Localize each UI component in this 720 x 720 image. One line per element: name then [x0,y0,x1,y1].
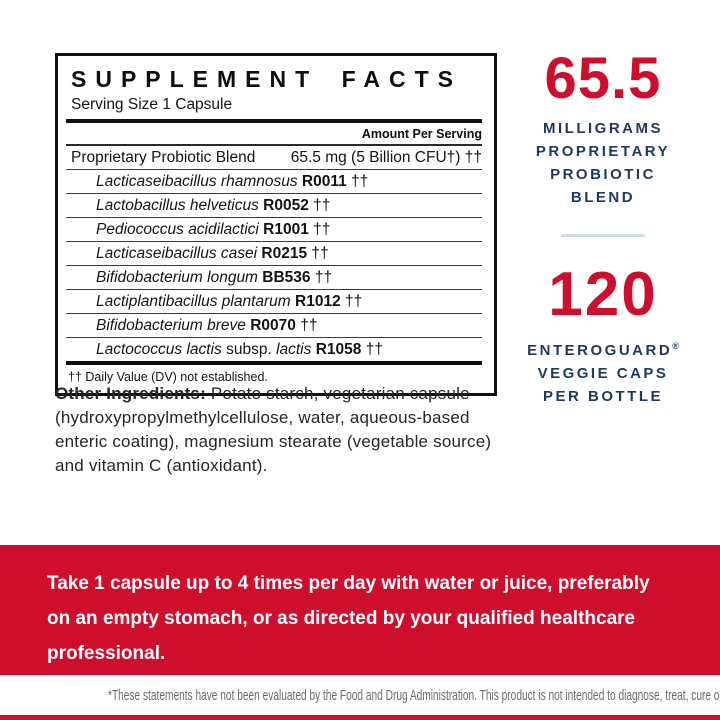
highlight-column: 65.5 MILLIGRAMS PROPRIETARY PROBIOTIC BL… [517,50,689,408]
caption-line: PROPRIETARY [535,143,671,160]
brand-name: ENTEROGUARD [527,342,673,359]
strain-row: Pediococcus acidilactici R1001 †† [66,217,482,241]
serving-size: Serving Size 1 Capsule [71,96,233,113]
caption-line: PROBIOTIC [550,166,656,183]
directions-line: on an empty stomach, or as directed by y… [47,608,636,629]
capsule-count-caption: ENTEROGUARD® VEGGIE CAPS PER BOTTLE [517,335,689,408]
blend-amount: 65.5 mg (5 Billion CFU†) †† [290,149,482,166]
directions-banner: Take 1 capsule up to 4 times per day wit… [0,545,720,675]
caption-line: VEGGIE CAPS [537,365,669,382]
dv-footnote: †† Daily Value (DV) not established. [68,370,268,384]
strain-row: Lacticaseibacillus casei R0215 †† [66,241,482,265]
milligrams-value: 65.5 [544,46,662,111]
bottom-red-bar [0,715,720,720]
strain-row: Lactococcus lactis subsp. lactis R1058 †… [66,337,482,361]
rule-thick-bottom [66,361,482,365]
fda-disclaimer: *These statements have not been evaluate… [108,688,720,704]
capsule-count-value: 120 [548,260,658,329]
supplement-facts-title: SUPPLEMENT FACTS [71,66,462,92]
supplement-facts-panel: SUPPLEMENT FACTS Serving Size 1 Capsule … [55,53,497,396]
strain-row: Bifidobacterium longum BB536 †† [66,265,482,289]
caption-line: MILLIGRAMS [543,120,663,137]
rule-thick-top [66,119,482,123]
strain-row: Bifidobacterium breve R0070 †† [66,313,482,337]
directions-text: Take 1 capsule up to 4 times per day wit… [0,545,720,671]
milligrams-caption: MILLIGRAMS PROPRIETARY PROBIOTIC BLEND [517,117,689,209]
blend-row: Proprietary Probiotic Blend 65.5 mg (5 B… [66,146,482,169]
strain-list: Lacticaseibacillus rhamnosus R0011 †† Lac… [66,169,482,361]
other-ingredients-text: Potato starch, vegetarian capsule (hydro… [55,384,492,475]
section-divider [561,234,645,237]
caption-line: PER BOTTLE [542,388,663,405]
other-ingredients: Other Ingredients: Potato starch, vegeta… [55,382,513,478]
caption-line-brand: ENTEROGUARD® [517,335,689,362]
caption-line: BLEND [570,189,636,206]
amount-per-serving-header: Amount Per Serving [361,127,482,141]
strain-row: Lactobacillus helveticus R0052 †† [66,193,482,217]
directions-line: Take 1 capsule up to 4 times per day wit… [47,573,650,594]
blend-name: Proprietary Probiotic Blend [71,149,256,166]
strain-row: Lacticaseibacillus rhamnosus R0011 †† [66,169,482,193]
other-ingredients-label: Other Ingredients: [55,384,206,403]
registered-mark: ® [672,341,679,351]
directions-line: professional. [47,643,166,664]
strain-row: Lactiplantibacillus plantarum R1012 †† [66,289,482,313]
rule-thin [66,144,482,146]
